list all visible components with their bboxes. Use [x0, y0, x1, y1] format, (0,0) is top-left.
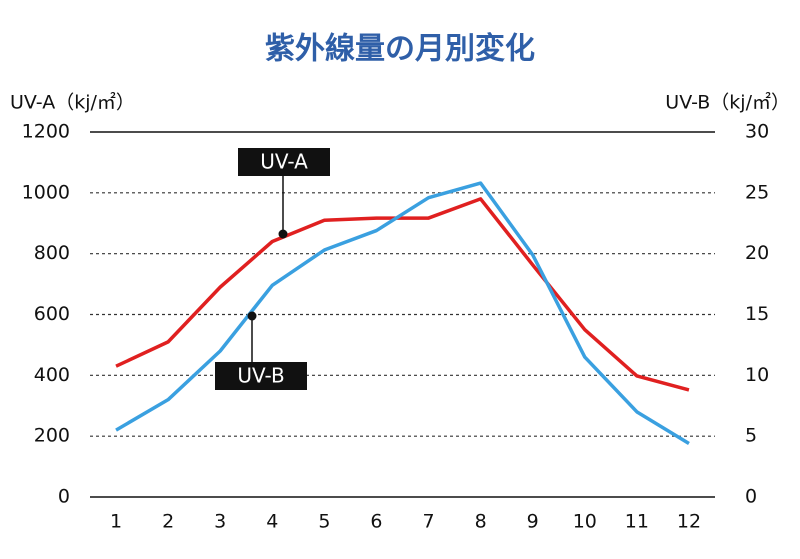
y-tick-label: 1200 — [22, 121, 70, 143]
y-tick-label: 800 — [34, 242, 70, 264]
y-tick-label: 0 — [58, 486, 70, 508]
data-line — [115, 181, 690, 445]
x-tick-label: 2 — [162, 511, 174, 533]
legend-label: UV-B — [237, 364, 284, 388]
callout-dot — [278, 229, 288, 239]
x-tick-label: 9 — [527, 511, 539, 533]
y-tick-label: 1000 — [22, 181, 70, 203]
x-tick-label: 5 — [318, 511, 330, 533]
x-tick-label: 4 — [266, 511, 278, 533]
y2-tick-label: 5 — [745, 425, 757, 447]
y2-axis-label: UV-B（kj/㎡） — [665, 91, 790, 114]
y2-tick-label: 15 — [745, 303, 769, 325]
x-tick-label: 7 — [422, 511, 434, 533]
x-tick-label: 11 — [625, 511, 649, 533]
x-tick-label: 3 — [214, 511, 226, 533]
x-tick-label: 12 — [677, 511, 701, 533]
callout-dot — [247, 311, 257, 321]
y2-tick-label: 30 — [745, 121, 769, 143]
x-tick-label: 10 — [573, 511, 597, 533]
callout-box — [215, 362, 307, 390]
y-tick-label: 600 — [34, 303, 70, 325]
y2-tick-label: 25 — [745, 181, 769, 203]
x-tick-label: 1 — [110, 511, 122, 533]
chart-title: 紫外線量の月別変化 — [265, 32, 535, 67]
data-line — [115, 197, 690, 392]
y2-tick-label: 20 — [745, 242, 769, 264]
x-tick-label: 6 — [370, 511, 382, 533]
x-tick-label: 8 — [475, 511, 487, 533]
y-tick-label: 400 — [34, 364, 70, 386]
y2-tick-label: 0 — [745, 486, 757, 508]
callout-box — [238, 148, 330, 176]
y2-tick-label: 10 — [745, 364, 769, 386]
y-tick-label: 200 — [34, 425, 70, 447]
y-axis-label: UV-A（kj/㎡） — [10, 91, 135, 114]
legend-label: UV-A — [260, 150, 308, 174]
